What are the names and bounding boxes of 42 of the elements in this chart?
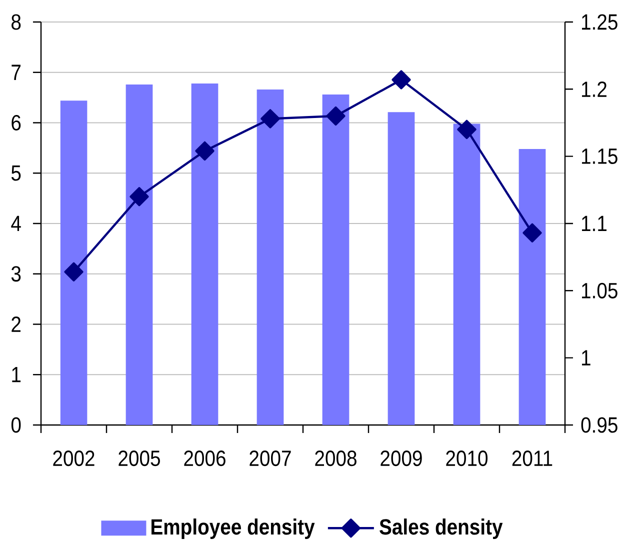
y2-tick-label: 1 xyxy=(582,350,590,366)
y-tick-label: 6 xyxy=(12,114,21,131)
y2-tick-label: 1.1 xyxy=(582,216,606,232)
y-tick-label: 2 xyxy=(12,316,20,332)
x-tick-label: 2009 xyxy=(380,450,422,466)
y-tick-label: 7 xyxy=(12,64,20,80)
x-tick-label: 2006 xyxy=(184,450,226,466)
y2-tick-label: 1.05 xyxy=(582,282,618,298)
bar xyxy=(322,94,350,425)
bar xyxy=(518,148,546,425)
bar xyxy=(453,124,480,425)
x-tick-label: 2005 xyxy=(118,450,160,466)
y-tick-label: 0 xyxy=(11,417,21,433)
y-tick-label: 8 xyxy=(12,14,21,30)
y2-tick-label: 1.2 xyxy=(582,81,606,97)
point xyxy=(64,262,84,282)
x-tick-label: 2011 xyxy=(512,450,552,466)
y2-tick-label: 0.95 xyxy=(581,417,618,433)
legend-label: Employee density xyxy=(152,518,315,540)
point xyxy=(260,109,280,128)
y-tick-label: 3 xyxy=(11,266,21,282)
bar xyxy=(388,112,415,425)
y-tick-label: 1 xyxy=(12,367,21,382)
bar xyxy=(191,83,218,425)
point xyxy=(130,187,149,206)
point xyxy=(392,70,411,90)
x-tick-label: 2010 xyxy=(446,450,488,466)
y-tick-label: 4 xyxy=(11,216,21,232)
x-tick-label: 2008 xyxy=(315,450,356,466)
y2-tick-label: 1.15 xyxy=(582,148,618,164)
x-tick-label: 2007 xyxy=(250,450,291,466)
bar xyxy=(126,84,153,425)
point xyxy=(457,120,476,140)
bar xyxy=(60,100,88,425)
bar xyxy=(256,90,284,425)
y-tick-label: 5 xyxy=(11,165,21,181)
point xyxy=(522,223,542,242)
point xyxy=(195,141,214,161)
y2-tick-label: 1.25 xyxy=(582,14,618,30)
legend-label: Sales density xyxy=(380,518,503,540)
point xyxy=(326,106,346,126)
x-tick-label: 2002 xyxy=(53,450,94,466)
